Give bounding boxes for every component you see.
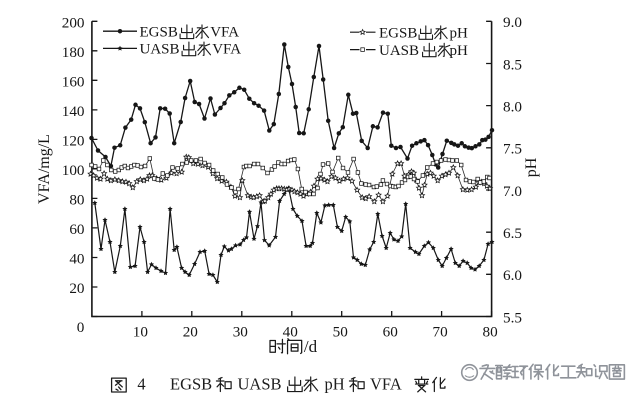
svg-text:20: 20 [69, 280, 85, 297]
svg-text:UASB: UASB [238, 375, 282, 394]
svg-text:6.0: 6.0 [503, 267, 522, 284]
svg-text:VFA: VFA [210, 24, 239, 40]
svg-text:60: 60 [383, 323, 399, 340]
svg-text:0: 0 [77, 319, 85, 336]
svg-text:180: 180 [62, 44, 85, 61]
svg-text:EGSB: EGSB [170, 375, 212, 394]
svg-text:pH: pH [325, 375, 345, 394]
svg-text:9.0: 9.0 [503, 14, 522, 31]
svg-text:pH: pH [450, 25, 469, 41]
svg-text:6.5: 6.5 [503, 225, 522, 242]
svg-text:120: 120 [62, 132, 85, 149]
svg-text:70: 70 [433, 323, 449, 340]
svg-text:5.5: 5.5 [503, 309, 522, 326]
svg-text:pH: pH [450, 43, 469, 59]
svg-text:40: 40 [69, 251, 85, 268]
svg-text:EGSB: EGSB [140, 24, 178, 40]
svg-text:/d: /d [304, 337, 318, 356]
svg-text:8.0: 8.0 [503, 98, 522, 115]
svg-text:4: 4 [137, 375, 145, 394]
svg-text:7.0: 7.0 [503, 183, 522, 200]
svg-text:VFA: VFA [370, 375, 402, 394]
svg-text:10: 10 [133, 323, 149, 340]
svg-text:8.5: 8.5 [503, 56, 522, 73]
svg-text:UASB: UASB [140, 42, 180, 58]
svg-text:160: 160 [62, 73, 85, 90]
svg-text:30: 30 [233, 323, 249, 340]
svg-text:UASB: UASB [379, 43, 419, 59]
svg-text:140: 140 [62, 103, 85, 120]
svg-text:VFA/mg/L: VFA/mg/L [36, 134, 53, 204]
svg-text:pH: pH [523, 157, 540, 177]
svg-text:100: 100 [62, 162, 85, 179]
svg-text:50: 50 [333, 323, 349, 340]
svg-text:VFA: VFA [212, 42, 241, 58]
svg-text:20: 20 [183, 323, 199, 340]
svg-text:EGSB: EGSB [379, 25, 417, 41]
svg-text:80: 80 [69, 191, 85, 208]
svg-text:80: 80 [483, 323, 499, 340]
svg-text:200: 200 [62, 14, 85, 31]
svg-text:60: 60 [69, 221, 85, 238]
svg-text:7.5: 7.5 [503, 141, 522, 158]
svg-text:40: 40 [283, 323, 299, 340]
